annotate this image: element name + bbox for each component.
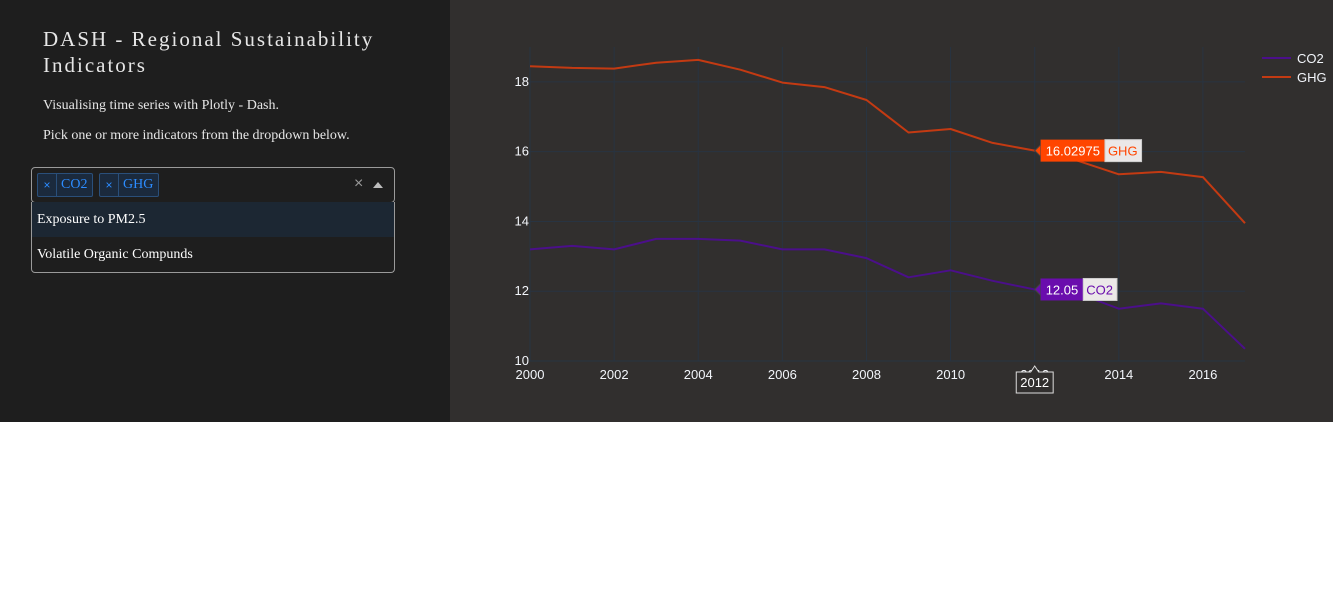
hover-value: 16.02975: [1046, 144, 1100, 159]
hover-label-ghg: 16.02975 GHG: [1033, 139, 1143, 163]
y-axis: 10 12 14 16 18: [515, 74, 529, 368]
legend: CO2 GHG: [1262, 51, 1327, 85]
app: DASH - Regional Sustainability Indicator…: [0, 0, 1333, 422]
remove-co2-icon[interactable]: ×: [38, 174, 57, 196]
x-tick-label: 2016: [1188, 367, 1217, 382]
series-line-co2: [529, 237, 1246, 350]
x-tick-label: 2006: [768, 367, 797, 382]
hover-labels: 16.02975 GHG 12.05 CO2 2012: [1015, 139, 1143, 394]
hover-x-label: 2012: [1015, 365, 1054, 394]
hover-value: 12.05: [1046, 282, 1079, 297]
y-tick-label: 14: [515, 213, 529, 228]
hover-x-box: [1015, 365, 1054, 394]
y-tick-label: 10: [515, 353, 529, 368]
hover-name-box: [1082, 277, 1118, 301]
chip-co2: × CO2: [37, 173, 94, 197]
legend-label: CO2: [1297, 51, 1324, 66]
x-tick-label: 2002: [600, 367, 629, 382]
clear-icon[interactable]: ×: [354, 175, 364, 192]
chip-label: GHG: [123, 177, 154, 192]
hover-pointer: [1033, 278, 1042, 301]
hover-value-box: [1040, 278, 1084, 301]
x-axis: 200020022004200620082010201220142016: [516, 367, 1218, 382]
series-line-ghg: [529, 58, 1246, 224]
x-tick-label: 2014: [1104, 367, 1133, 382]
hover-label-co2: 12.05 CO2: [1033, 277, 1118, 301]
hover-name: CO2: [1086, 282, 1113, 297]
x-tick-label: 2008: [852, 367, 881, 382]
chip-ghg: × GHG: [99, 173, 160, 197]
hover-pointer: [1033, 139, 1042, 162]
sidebar: DASH - Regional Sustainability Indicator…: [0, 0, 450, 422]
x-tick-label: 2000: [516, 367, 545, 382]
hover-value-box: [1040, 139, 1105, 162]
chart-panel: 10 12 14 16 18 2000 2002 2004 2006 2008 2010 2012 2…: [450, 0, 1333, 422]
series-lines: [529, 58, 1246, 350]
option-voc[interactable]: Volatile Organic Compunds: [37, 247, 193, 262]
x-tick-label: 2010: [936, 367, 965, 382]
chip-label: CO2: [61, 177, 88, 192]
hover-name-box: [1104, 139, 1143, 163]
option-pm25[interactable]: Exposure to PM2.5: [32, 202, 394, 237]
page-title: DASH - Regional Sustainability Indicator…: [43, 27, 375, 77]
y-tick-label: 12: [515, 283, 529, 298]
grid: [529, 47, 1245, 362]
y-tick-label: 16: [515, 144, 529, 159]
y-tick-label: 18: [515, 74, 529, 89]
remove-ghg-icon[interactable]: ×: [100, 174, 119, 196]
x-tick-label: 2004: [684, 367, 713, 382]
dropdown-menu: Exposure to PM2.5 Volatile Organic Compu…: [31, 202, 395, 273]
caret-up-icon[interactable]: [373, 182, 383, 188]
subtitle: Visualising time series with Plotly - Da…: [43, 98, 279, 113]
legend-label: GHG: [1297, 70, 1327, 85]
indicator-dropdown[interactable]: × CO2 × GHG ×: [31, 167, 395, 203]
hover-name: GHG: [1108, 144, 1138, 159]
instruction-text: Pick one or more indicators from the dro…: [43, 128, 350, 143]
hover-x-text: 2012: [1020, 375, 1049, 390]
line-chart: 10 12 14 16 18 2000 2002 2004 2006 2008 2010 2012 2…: [515, 47, 1327, 394]
